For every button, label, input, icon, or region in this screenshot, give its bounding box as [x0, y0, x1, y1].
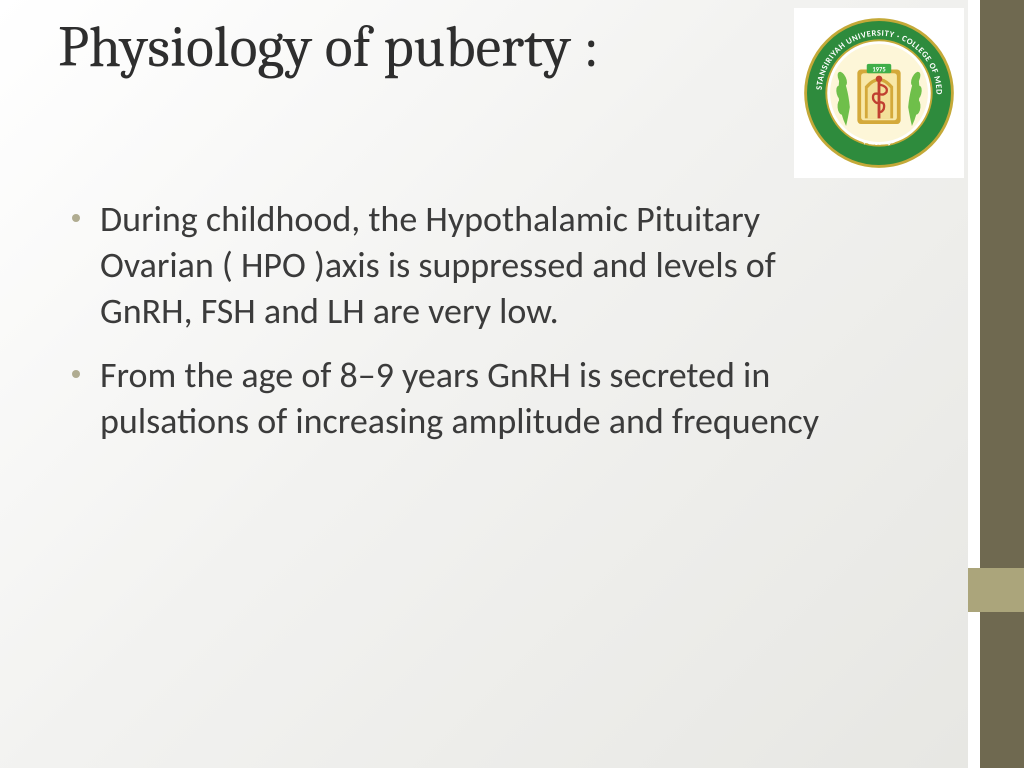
list-item: During childhood, the Hypothalamic Pitui… — [72, 196, 832, 334]
bullet-icon — [72, 214, 80, 222]
side-bar-outer — [980, 0, 1024, 768]
svg-text:1975: 1975 — [872, 65, 885, 73]
bullet-text: From the age of 8–9 years GnRH is secret… — [100, 352, 832, 444]
bullet-list: During childhood, the Hypothalamic Pitui… — [72, 196, 832, 462]
bullet-text: During childhood, the Hypothalamic Pitui… — [100, 196, 832, 334]
bullet-icon — [72, 370, 80, 378]
list-item: From the age of 8–9 years GnRH is secret… — [72, 352, 832, 444]
slide-title: Physiology of puberty : — [58, 14, 599, 81]
university-logo: AL-MUSTANSIRIYAH UNIVERSITY · COLLEGE OF… — [794, 8, 964, 178]
side-bar-gap — [968, 0, 980, 768]
side-accent-block — [968, 568, 1024, 612]
